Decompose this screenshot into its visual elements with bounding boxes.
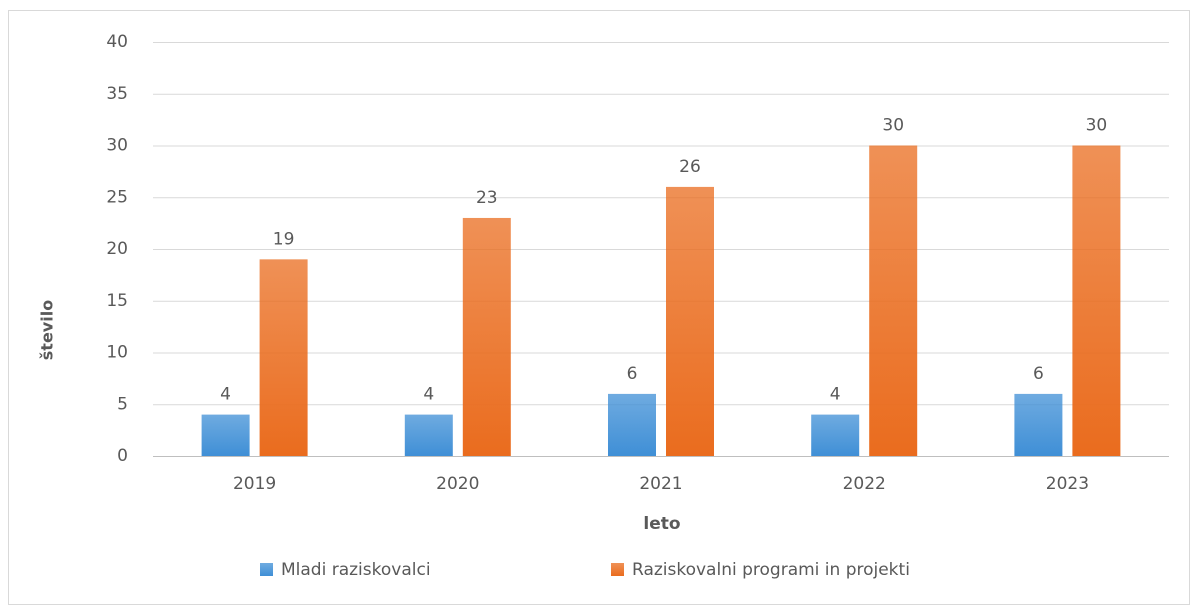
y-tick-label: 35	[106, 84, 128, 104]
bar	[811, 414, 860, 456]
bar	[404, 414, 453, 456]
legend-swatch	[611, 563, 624, 576]
y-tick-label: 0	[117, 446, 128, 466]
bar	[666, 186, 714, 456]
data-label: 4	[830, 385, 841, 405]
bar	[259, 259, 308, 456]
y-tick-label: 30	[106, 136, 128, 156]
legend-swatch	[260, 563, 273, 576]
chart-frame	[8, 10, 1190, 605]
y-tick-label: 10	[106, 343, 128, 363]
data-label: 4	[220, 385, 231, 405]
bar	[201, 414, 250, 456]
x-tick-label: 2022	[843, 474, 886, 494]
bar	[462, 217, 511, 456]
y-tick-label: 40	[106, 32, 128, 52]
bar	[1014, 393, 1063, 456]
data-label: 23	[476, 188, 498, 208]
bar	[608, 393, 656, 456]
legend-label: Mladi raziskovalci	[281, 560, 431, 580]
x-tick-label: 2023	[1046, 474, 1089, 494]
y-tick-label: 25	[106, 187, 128, 207]
x-axis-title: leto	[643, 514, 680, 534]
data-label: 6	[1033, 364, 1044, 384]
data-label: 4	[423, 385, 434, 405]
data-label: 30	[1086, 116, 1108, 136]
data-label: 26	[679, 157, 701, 177]
y-tick-label: 15	[106, 291, 128, 311]
data-label: 30	[882, 116, 904, 136]
x-tick-label: 2019	[233, 474, 276, 494]
y-axis-title: število	[38, 300, 57, 360]
data-label: 19	[273, 229, 295, 249]
x-tick-label: 2020	[436, 474, 479, 494]
legend-label: Raziskovalni programi in projekti	[632, 560, 910, 580]
bar	[1072, 145, 1121, 456]
x-tick-label: 2021	[639, 474, 682, 494]
y-tick-label: 20	[106, 239, 128, 259]
bar	[869, 145, 918, 456]
data-label: 6	[627, 364, 638, 384]
y-tick-label: 5	[117, 394, 128, 414]
